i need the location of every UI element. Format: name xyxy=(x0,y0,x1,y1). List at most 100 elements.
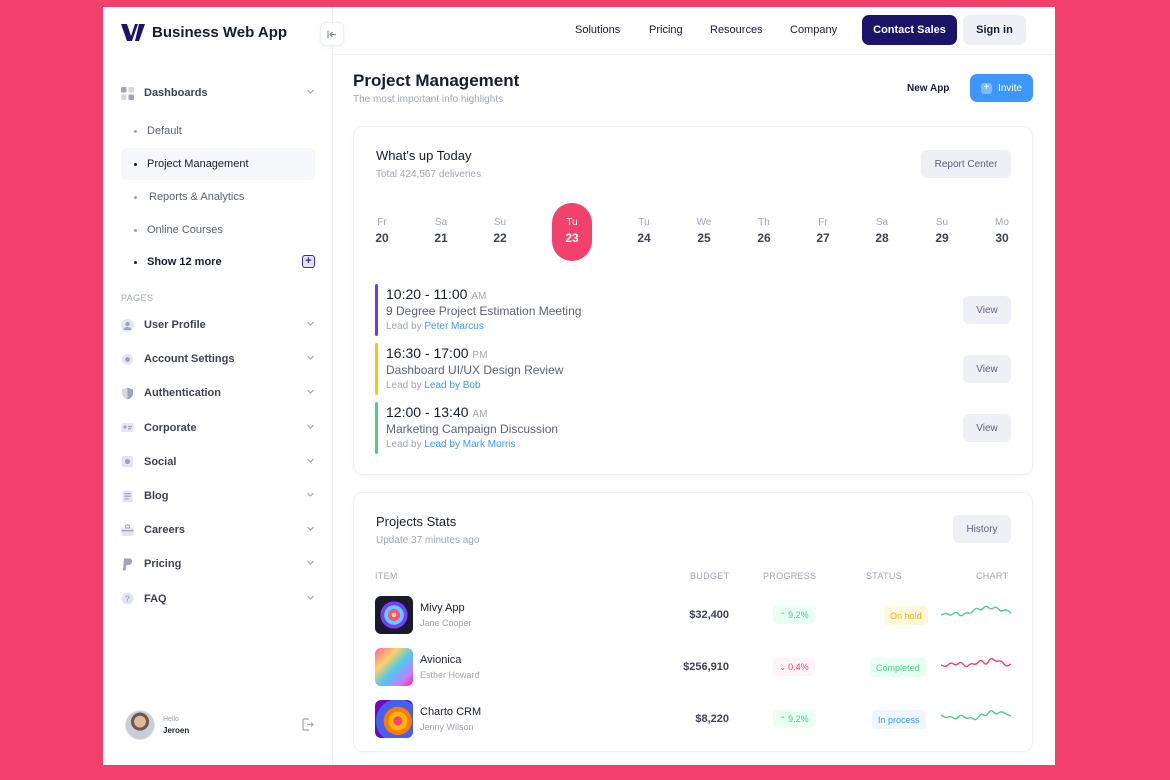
sidebar-subitem-reports-analytics[interactable]: Reports & Analytics xyxy=(121,181,315,213)
logout-icon[interactable] xyxy=(302,718,314,731)
nav-link-company[interactable]: Company xyxy=(790,24,838,36)
user-profile[interactable]: Hello Jeroen xyxy=(125,710,189,740)
sidebar-subitem-online-courses[interactable]: Online Courses xyxy=(121,214,315,246)
bullet-icon xyxy=(134,228,137,232)
project-name: Mivy App xyxy=(420,602,465,614)
sidebar-item-pricing[interactable]: Pricing xyxy=(121,549,315,579)
app-window: Business Web App Dashboards Default Proj… xyxy=(103,7,1055,765)
progress-value: 9.2% xyxy=(788,610,809,620)
day-21[interactable]: Sa 21 xyxy=(421,203,461,261)
day-27[interactable]: Fr 27 xyxy=(803,203,843,261)
nav-link-resources[interactable]: Resources xyxy=(710,24,763,36)
event-item: 10:20 - 11:00 AM 9 Degree Project Estimat… xyxy=(375,284,775,336)
sidebar-item-blog[interactable]: Blog xyxy=(121,481,315,511)
sidebar-item-dashboards[interactable]: Dashboards xyxy=(121,78,315,108)
sidebar-item-label: Account Settings xyxy=(144,353,235,366)
day-number: 22 xyxy=(493,231,507,245)
chevron-down-icon xyxy=(307,355,314,361)
sidebar-item-social[interactable]: Social xyxy=(121,447,315,477)
chevron-down-icon xyxy=(307,526,314,532)
event-title: Dashboard UI/UX Design Review xyxy=(386,363,564,377)
user-greeting: Hello xyxy=(163,715,179,723)
progress-badge: ⌃ 9.2% xyxy=(773,710,815,728)
nav-link-solutions[interactable]: Solutions xyxy=(575,24,621,36)
day-number: 27 xyxy=(816,231,830,245)
day-29[interactable]: Su 29 xyxy=(922,203,962,261)
day-number: 23 xyxy=(565,231,579,245)
sign-in-button[interactable]: Sign in xyxy=(963,15,1026,45)
sparkline-path xyxy=(941,710,1012,721)
day-name: Fr xyxy=(377,217,387,228)
table-row[interactable]: Mivy App Jane Cooper $32,400 ⌃ 9.2% On hold xyxy=(375,596,1012,634)
day-number: 30 xyxy=(995,231,1009,245)
day-23[interactable]: Tu 23 xyxy=(552,203,592,261)
briefcase-icon xyxy=(121,524,134,537)
day-number: 20 xyxy=(375,231,389,245)
sidebar-item-faq[interactable]: ? FAQ xyxy=(121,584,315,614)
event-lead-link[interactable]: Lead by Bob xyxy=(424,380,481,391)
sidebar-item-authentication[interactable]: Authentication xyxy=(121,378,315,408)
table-row[interactable]: Avionica Esther Howard $256,910 ⌄ 0.4% Comple… xyxy=(375,648,1012,686)
view-button[interactable]: View xyxy=(963,296,1011,324)
view-button[interactable]: View xyxy=(963,414,1011,442)
day-20[interactable]: Fr 20 xyxy=(362,203,402,261)
project-thumbnail xyxy=(375,596,413,634)
day-24[interactable]: Tu 24 xyxy=(624,203,664,261)
card-subtitle: Update 37 minutes ago xyxy=(376,535,480,546)
new-app-button[interactable]: New App xyxy=(907,83,950,94)
event-time-range: 12:00 - 13:40 xyxy=(386,404,469,420)
report-center-button[interactable]: Report Center xyxy=(921,150,1011,178)
brand[interactable]: Business Web App xyxy=(121,24,287,41)
event-lead-link[interactable]: Lead by Mark Morris xyxy=(424,439,516,450)
page-title: Project Management xyxy=(353,71,520,90)
arrow-left-icon xyxy=(327,30,336,38)
sidebar-subitem-label: Online Courses xyxy=(147,224,223,236)
day-name: Sa xyxy=(434,217,448,228)
column-header-status: STATUS xyxy=(866,571,902,581)
sidebar-item-label: Careers xyxy=(144,524,185,537)
day-number: 24 xyxy=(637,231,651,245)
day-25[interactable]: We 25 xyxy=(684,203,724,261)
avatar xyxy=(125,710,155,740)
nav-link-pricing[interactable]: Pricing xyxy=(649,24,683,36)
invite-label: Invite xyxy=(998,82,1022,94)
event-ampm: AM xyxy=(471,291,487,302)
sidebar-subitem-project-management[interactable]: Project Management xyxy=(121,148,315,180)
sidebar-item-corporate[interactable]: Corporate xyxy=(121,413,315,443)
sidebar: Business Web App Dashboards Default Proj… xyxy=(103,7,333,765)
sidebar-subitem-default[interactable]: Default xyxy=(121,115,315,147)
view-button[interactable]: View xyxy=(963,355,1011,383)
bullet-icon xyxy=(134,129,137,133)
sidebar-show-more[interactable]: Show 12 more + xyxy=(121,246,315,278)
event-time: 16:30 - 17:00 PM xyxy=(386,345,487,361)
contact-sales-button[interactable]: Contact Sales xyxy=(862,15,957,45)
paypal-icon xyxy=(121,558,134,571)
sidebar-collapse-button[interactable] xyxy=(320,22,344,46)
day-26[interactable]: Th 26 xyxy=(744,203,784,261)
event-ampm: AM xyxy=(472,409,488,420)
sidebar-item-label: Authentication xyxy=(144,387,221,400)
event-lead: Lead by Peter Marcus xyxy=(386,321,484,332)
sidebar-item-account-settings[interactable]: Account Settings xyxy=(121,344,315,374)
table-row[interactable]: Charto CRM Jenny Wilson $8,220 ⌃ 9.2% In proc… xyxy=(375,700,1012,738)
sparkline-path xyxy=(941,657,1012,668)
event-lead-link[interactable]: Peter Marcus xyxy=(424,321,484,332)
invite-button[interactable]: + Invite xyxy=(970,74,1033,102)
status-badge: On hold xyxy=(884,606,928,625)
sidebar-item-user-profile[interactable]: User Profile xyxy=(121,310,315,340)
user-icon xyxy=(121,318,134,332)
sidebar-item-careers[interactable]: Careers xyxy=(121,515,315,545)
day-28[interactable]: Sa 28 xyxy=(862,203,902,261)
day-number: 26 xyxy=(757,231,771,245)
day-22[interactable]: Su 22 xyxy=(480,203,520,261)
event-ampm: PM xyxy=(472,350,488,361)
chevron-down-icon xyxy=(307,424,314,429)
status-badge: In process xyxy=(872,710,926,729)
day-number: 25 xyxy=(697,231,711,245)
sidebar-item-label: Blog xyxy=(144,490,169,502)
day-number: 29 xyxy=(935,231,949,245)
history-button[interactable]: History xyxy=(953,515,1011,543)
day-30[interactable]: Mo 30 xyxy=(982,203,1022,261)
sidebar-item-label: Pricing xyxy=(144,558,182,571)
id-card-icon xyxy=(121,421,134,434)
